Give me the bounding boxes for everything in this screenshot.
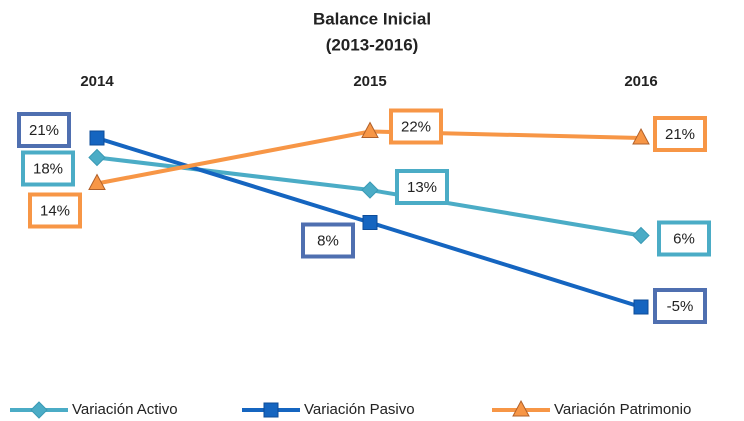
legend-label: Variación Activo: [72, 401, 178, 418]
x-tick-label: 2016: [624, 73, 657, 90]
data-label: 14%: [40, 202, 70, 219]
x-tick-label: 2015: [353, 73, 386, 90]
data-label: 18%: [33, 160, 63, 177]
point-marker: [88, 148, 106, 167]
chart-subtitle: (2013-2016): [326, 35, 419, 54]
point-marker: [632, 226, 650, 245]
label-box: [17, 112, 71, 148]
point-marker: [88, 173, 106, 190]
point-marker: [361, 121, 379, 138]
legend-marker: [30, 401, 48, 419]
label-box: [395, 169, 449, 205]
data-label: 21%: [665, 126, 695, 143]
label-box: [653, 288, 707, 324]
point-marker: [361, 181, 379, 199]
legend-label: Variación Pasivo: [304, 401, 415, 418]
data-label: 6%: [673, 230, 695, 247]
series-line: [96, 129, 642, 186]
point-marker: [633, 299, 649, 315]
label-box: [301, 222, 355, 259]
legend-marker: [263, 402, 279, 418]
point-marker: [632, 127, 650, 145]
label-box: [28, 192, 82, 229]
data-label: 13%: [407, 179, 437, 196]
legend-label: Variación Patrimonio: [554, 401, 691, 418]
data-label: -5%: [667, 298, 694, 315]
label-box: [389, 108, 443, 145]
data-label: 21%: [29, 122, 59, 139]
point-marker: [89, 130, 105, 146]
point-marker: [362, 215, 378, 230]
data-label: 22%: [401, 118, 431, 135]
label-box: [21, 150, 75, 187]
data-label: 8%: [317, 232, 339, 249]
chart-title: Balance Inicial: [313, 9, 431, 28]
label-box: [653, 116, 707, 152]
x-tick-label: 2014: [80, 73, 114, 90]
legend-marker: [512, 399, 530, 417]
label-box: [657, 220, 711, 257]
